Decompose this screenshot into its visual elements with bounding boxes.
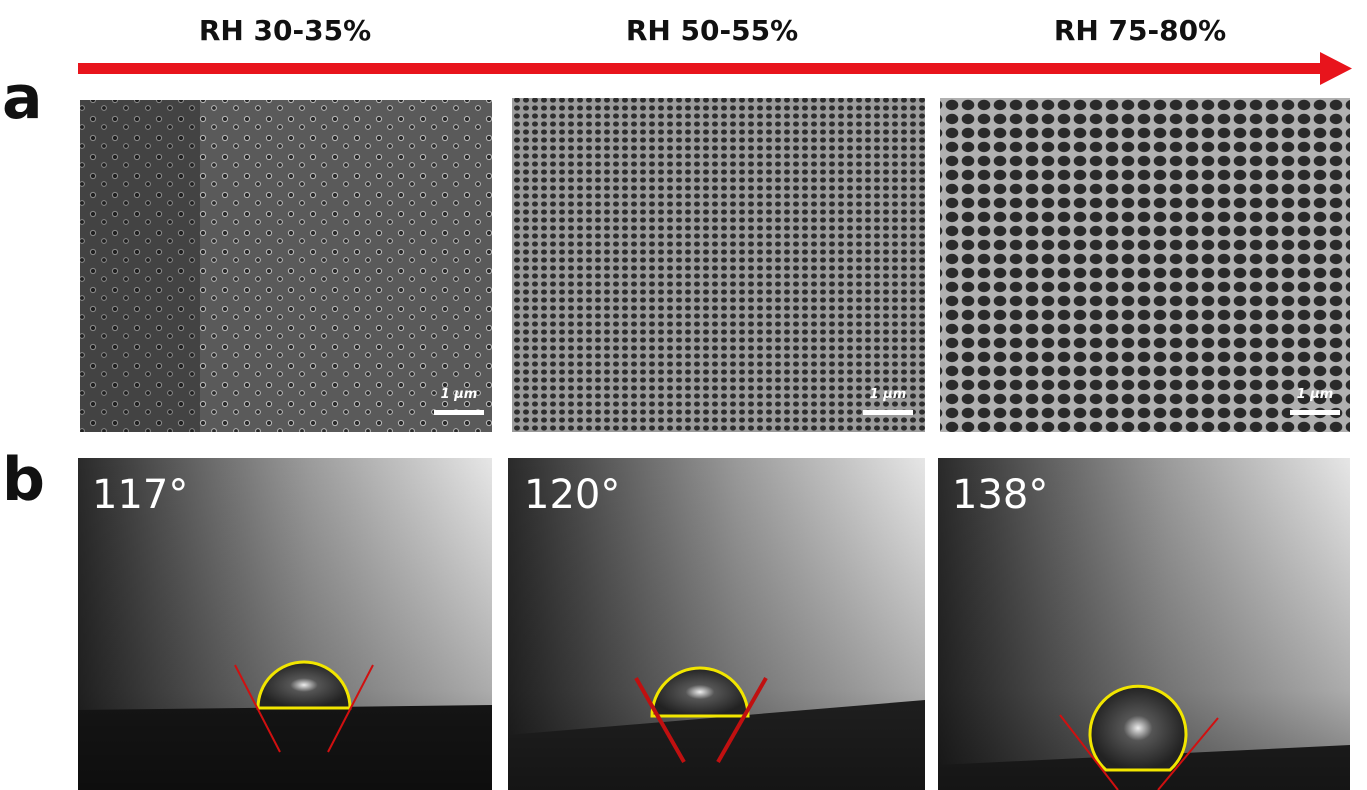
droplet-image: 120° xyxy=(508,458,925,790)
sem-image: 1 μm xyxy=(80,100,492,432)
sem-image: 1 μm xyxy=(512,98,925,432)
condition-label: RH 30-35% xyxy=(199,14,371,47)
scale-bar-label: 1 μm xyxy=(870,387,907,402)
contact-angle: 117° xyxy=(92,472,188,518)
figure: RH 30-35% RH 50-55% RH 75-80% a b 1 μm 1… xyxy=(0,0,1367,790)
droplet-image: 117° xyxy=(78,458,492,790)
contact-angle: 138° xyxy=(952,472,1048,518)
contact-angle: 120° xyxy=(524,472,620,518)
panel-letter: b xyxy=(2,445,45,515)
sem-image: 1 μm xyxy=(940,98,1350,432)
scale-bar-label: 1 μm xyxy=(1297,387,1334,402)
droplet-image: 138° xyxy=(938,458,1350,790)
condition-label: RH 50-55% xyxy=(626,14,798,47)
panel-letter: a xyxy=(2,63,43,133)
condition-label: RH 75-80% xyxy=(1054,14,1226,47)
arrow xyxy=(78,52,1352,85)
scale-bar-label: 1 μm xyxy=(441,387,478,402)
